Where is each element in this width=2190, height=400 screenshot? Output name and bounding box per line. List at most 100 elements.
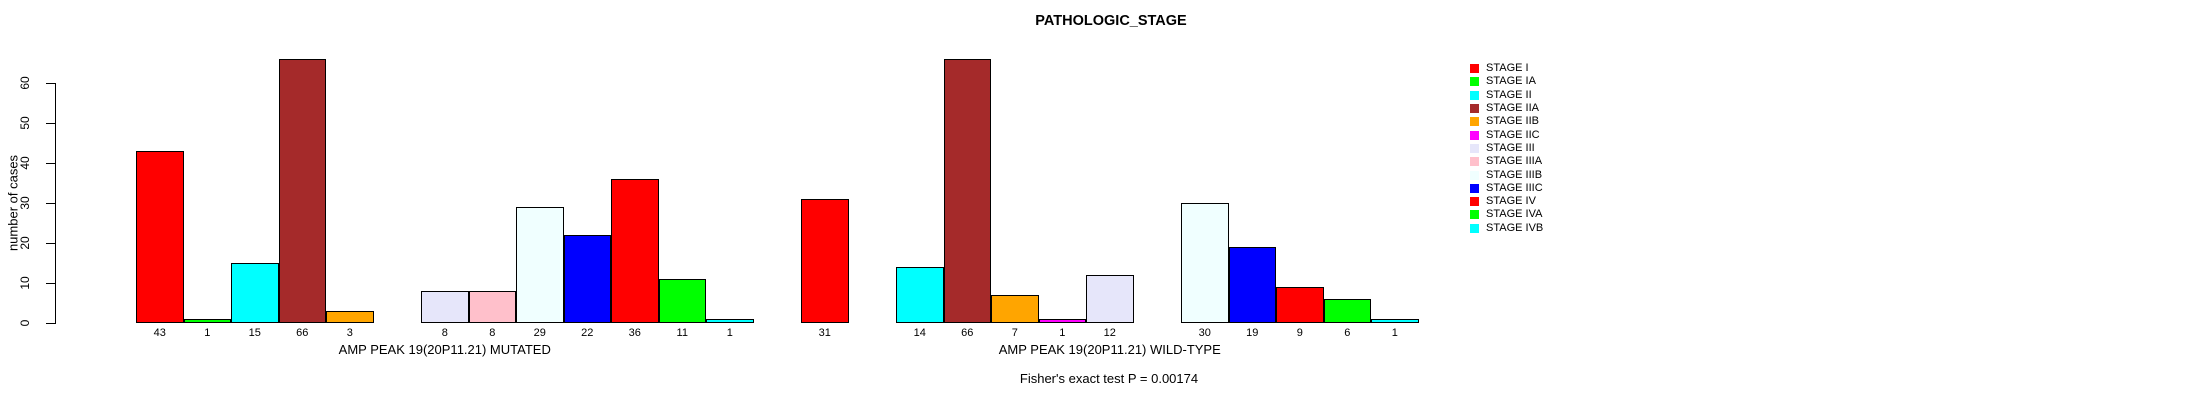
bar bbox=[611, 179, 659, 323]
bar-value-label: 43 bbox=[153, 327, 166, 339]
y-axis-tick-label: 0 bbox=[18, 319, 32, 327]
legend-color-swatch bbox=[1470, 157, 1479, 167]
legend: STAGE I STAGE IA STAGE II STAGE IIA STAGE II… bbox=[1470, 62, 1543, 235]
legend-color-swatch bbox=[1470, 90, 1479, 100]
legend-row: STAGE IVA bbox=[1470, 208, 1543, 221]
legend-entry-label: STAGE IVB bbox=[1486, 221, 1544, 234]
bar bbox=[991, 295, 1039, 323]
y-axis-tick-label: 20 bbox=[18, 236, 32, 250]
bar-value-label: 12 bbox=[1103, 327, 1116, 339]
legend-color-swatch bbox=[1470, 64, 1479, 74]
bar bbox=[801, 199, 849, 323]
legend-entry-label: STAGE IV bbox=[1486, 195, 1536, 208]
fisher-test-annotation: Fisher's exact test P = 0.00174 bbox=[1019, 371, 1199, 386]
bar bbox=[706, 319, 754, 323]
bar-value-label: 11 bbox=[676, 327, 688, 339]
y-axis-tick bbox=[46, 83, 55, 84]
bar bbox=[183, 319, 231, 323]
legend-color-swatch bbox=[1470, 210, 1479, 220]
bar bbox=[231, 263, 279, 323]
bar bbox=[1323, 299, 1371, 323]
legend-row: STAGE IIIC bbox=[1470, 182, 1543, 195]
legend-row: STAGE IIA bbox=[1470, 102, 1543, 115]
legend-entry-label: STAGE IA bbox=[1486, 75, 1536, 88]
y-axis-tick bbox=[46, 323, 55, 324]
bar bbox=[421, 291, 469, 323]
legend-row: STAGE IIIA bbox=[1470, 155, 1543, 168]
y-axis-tick-label: 40 bbox=[18, 156, 32, 170]
bar bbox=[563, 235, 611, 323]
x-axis-group-label: AMP PEAK 19(20P11.21) MUTATED bbox=[338, 342, 551, 357]
x-axis-group-label: AMP PEAK 19(20P11.21) WILD-TYPE bbox=[998, 342, 1221, 357]
y-axis-tick-label: 50 bbox=[18, 116, 32, 130]
legend-entry-label: STAGE II bbox=[1486, 88, 1532, 101]
bar-value-label: 22 bbox=[581, 327, 594, 339]
legend-color-swatch bbox=[1470, 117, 1479, 127]
legend-color-swatch bbox=[1470, 223, 1479, 233]
legend-entry-label: STAGE IIC bbox=[1486, 128, 1540, 141]
bar-value-label: 9 bbox=[1296, 327, 1303, 339]
bar-value-label: 1 bbox=[204, 327, 211, 339]
bar-value-label: 1 bbox=[1391, 327, 1398, 339]
y-axis-tick-label: 30 bbox=[18, 196, 32, 210]
legend-row: STAGE I bbox=[1470, 62, 1543, 75]
y-axis-tick-label: 10 bbox=[18, 276, 32, 290]
bar bbox=[1038, 319, 1086, 323]
bar-value-label: 29 bbox=[533, 327, 546, 339]
bar-value-label: 3 bbox=[346, 327, 353, 339]
legend-entry-label: STAGE IVA bbox=[1486, 208, 1543, 221]
bar-value-label: 19 bbox=[1246, 327, 1259, 339]
y-axis-tick bbox=[46, 283, 55, 284]
bar-value-label: 66 bbox=[296, 327, 309, 339]
legend-entry-label: STAGE IIB bbox=[1486, 115, 1539, 128]
bar bbox=[468, 291, 516, 323]
legend-row: STAGE IIB bbox=[1470, 115, 1543, 128]
y-axis-tick bbox=[46, 243, 55, 244]
legend-entry-label: STAGE IIA bbox=[1486, 102, 1539, 115]
bar bbox=[943, 59, 991, 323]
bar-value-label: 6 bbox=[1344, 327, 1351, 339]
bar bbox=[516, 207, 564, 323]
legend-color-swatch bbox=[1470, 170, 1479, 180]
bar bbox=[658, 279, 706, 323]
legend-color-swatch bbox=[1470, 77, 1479, 87]
legend-entry-label: STAGE IIIC bbox=[1486, 181, 1543, 194]
bar bbox=[278, 59, 326, 323]
legend-entry-label: STAGE IIIA bbox=[1486, 155, 1543, 168]
legend-color-swatch bbox=[1470, 104, 1479, 114]
legend-row: STAGE II bbox=[1470, 89, 1543, 102]
bar-value-label: 15 bbox=[248, 327, 261, 339]
legend-row: STAGE IV bbox=[1470, 195, 1543, 208]
legend-row: STAGE IVB bbox=[1470, 222, 1543, 235]
bar bbox=[1371, 319, 1419, 323]
bar-value-label: 36 bbox=[628, 327, 641, 339]
legend-row: STAGE IA bbox=[1470, 75, 1543, 88]
legend-entry-label: STAGE III bbox=[1486, 141, 1535, 154]
chart-title: PATHOLOGIC_STAGE bbox=[1035, 13, 1187, 29]
bar bbox=[136, 151, 184, 323]
legend-entry-label: STAGE IIIB bbox=[1486, 168, 1543, 181]
y-axis-tick bbox=[46, 123, 55, 124]
bar bbox=[1181, 203, 1229, 323]
legend-row: STAGE III bbox=[1470, 142, 1543, 155]
bar-value-label: 8 bbox=[489, 327, 496, 339]
bar bbox=[1228, 247, 1276, 323]
bar bbox=[1086, 275, 1134, 323]
legend-color-swatch bbox=[1470, 143, 1479, 153]
bar-value-label: 31 bbox=[818, 327, 831, 339]
y-axis-tick bbox=[46, 203, 55, 204]
bar-value-label: 8 bbox=[441, 327, 448, 339]
y-axis-tick-label: 60 bbox=[18, 76, 32, 90]
legend-row: STAGE IIC bbox=[1470, 128, 1543, 141]
bar-value-label: 1 bbox=[726, 327, 733, 339]
bar bbox=[896, 267, 944, 323]
bar-value-label: 1 bbox=[1059, 327, 1066, 339]
bar-value-label: 14 bbox=[913, 327, 926, 339]
bar bbox=[326, 311, 374, 323]
legend-color-swatch bbox=[1470, 197, 1479, 207]
bar-value-label: 7 bbox=[1011, 327, 1018, 339]
y-axis-tick bbox=[46, 163, 55, 164]
bar-value-label: 66 bbox=[961, 327, 974, 339]
legend-row: STAGE IIIB bbox=[1470, 168, 1543, 181]
bar-value-label: 30 bbox=[1198, 327, 1211, 339]
